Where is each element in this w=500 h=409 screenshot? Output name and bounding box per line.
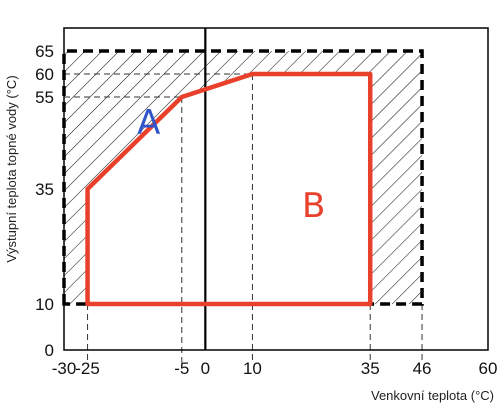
x-tick-label: -30 <box>52 359 77 378</box>
x-tick-label: 35 <box>361 359 380 378</box>
y-tick-label: 60 <box>35 65 54 84</box>
region-b-outline <box>85 71 373 307</box>
hatched-region-fill <box>64 51 423 304</box>
region-label-a: A <box>137 103 160 143</box>
tick-labels: -30-25 -5 0 10 35 46 60 0 10 35 55 60 65 <box>35 42 497 378</box>
y-axis-label: Výstupní teplota topné vody (°C) <box>4 75 19 262</box>
x-tick-label: 60 <box>479 359 498 378</box>
x-tick-label: 0 <box>201 359 210 378</box>
x-axis-label: Venkovní teplota (°C) <box>371 388 494 403</box>
x-tick-label: -5 <box>174 359 189 378</box>
y-tick-label: 55 <box>35 88 54 107</box>
x-tick-label: 46 <box>413 359 432 378</box>
hatch-layer <box>64 51 423 304</box>
x-tick-label: -25 <box>75 359 100 378</box>
series-layer: AB <box>62 49 424 307</box>
y-tick-label: 10 <box>35 295 54 314</box>
y-tick-label: 0 <box>45 341 54 360</box>
y-tick-label: 65 <box>35 42 54 61</box>
y-tick-label: 35 <box>35 180 54 199</box>
guide-lines <box>64 73 423 362</box>
x-tick-label: 10 <box>243 359 262 378</box>
region-label-b: B <box>302 186 325 226</box>
